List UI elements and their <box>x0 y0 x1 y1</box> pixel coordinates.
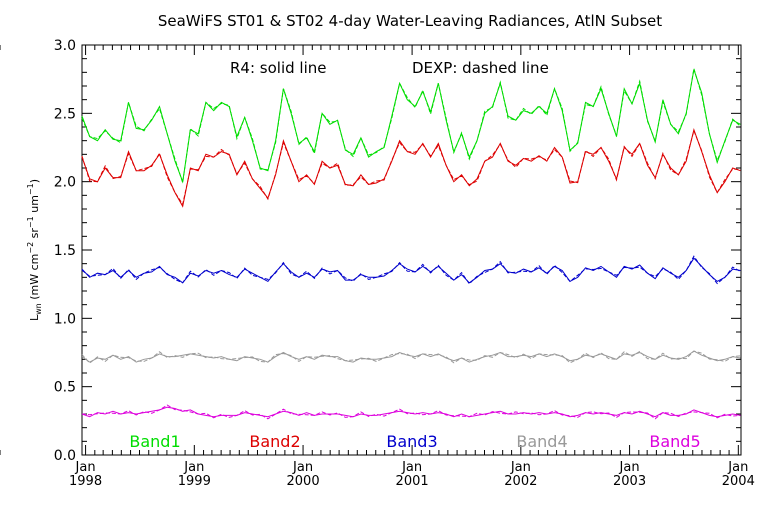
legend: Band1 Band2 Band3 Band4 Band5 <box>129 432 700 451</box>
x-tick-month: Jan <box>619 460 640 475</box>
series-line-band5 <box>81 406 741 418</box>
y-tick-label: 2.5 <box>54 106 76 122</box>
x-tick-year: 1999 <box>178 474 211 489</box>
y-tick-label: 2.0 <box>54 175 76 191</box>
x-tick-month: Jan <box>75 460 96 475</box>
series-line-dashed-band2 <box>81 129 741 206</box>
series-layer <box>81 68 741 420</box>
series-line-band3 <box>81 257 741 284</box>
series-line-band4 <box>81 350 741 363</box>
y-tick-label: 0.5 <box>54 380 76 396</box>
legend-band1: Band1 <box>129 432 180 451</box>
legend-band5: Band5 <box>649 432 700 451</box>
series-line-band2 <box>81 127 741 208</box>
x-tick-year: 2000 <box>287 474 320 489</box>
x-tick-year: 2001 <box>396 474 429 489</box>
x-tick-month: Jan <box>183 460 204 475</box>
y-tick-label: 1.5 <box>54 243 76 259</box>
annotation-solid: R4: solid line <box>230 59 326 77</box>
y-tick-label: 3.0 <box>54 38 76 54</box>
series-line-band1 <box>81 69 741 184</box>
y-tick-label: 1.0 <box>54 311 76 327</box>
x-tick-year: 1998 <box>69 474 102 489</box>
legend-band3: Band3 <box>386 432 437 451</box>
y-axis-label: Lwn (mW cm−2 sr−1 um−1) <box>26 179 43 321</box>
x-tick-year: 2003 <box>613 474 646 489</box>
x-tick-year: 2002 <box>504 474 537 489</box>
chart-title: SeaWiFS ST01 & ST02 4-day Water-Leaving … <box>158 12 662 30</box>
plot-frame <box>81 44 742 456</box>
axes: 0.00.51.01.52.02.53.0Jan1998Jan1999Jan20… <box>0 38 755 489</box>
x-tick-month: Jan <box>401 460 422 475</box>
x-tick-month: Jan <box>292 460 313 475</box>
x-tick-year: 2004 <box>722 474 755 489</box>
x-tick-month: Jan <box>727 460 748 475</box>
x-tick-month: Jan <box>510 460 531 475</box>
legend-band4: Band4 <box>516 432 567 451</box>
series-line-dashed-band4 <box>81 350 741 364</box>
y-tick-label: 0.0 <box>54 448 76 464</box>
annotation-dashed: DEXP: dashed line <box>412 59 549 77</box>
legend-band2: Band2 <box>249 432 300 451</box>
series-line-dashed-band3 <box>81 255 741 285</box>
series-line-dashed-band1 <box>81 68 741 183</box>
